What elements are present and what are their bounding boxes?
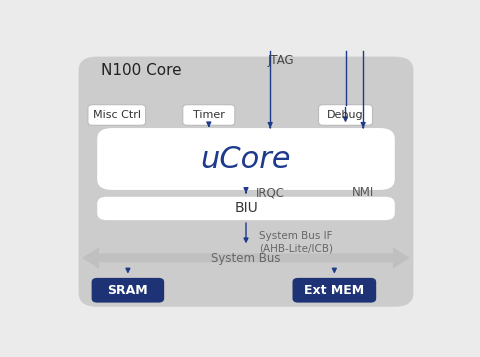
Text: JTAG: JTAG <box>268 54 295 67</box>
Text: IRQC: IRQC <box>256 186 285 199</box>
FancyBboxPatch shape <box>292 278 376 303</box>
FancyBboxPatch shape <box>92 278 164 303</box>
Text: Timer: Timer <box>193 110 225 120</box>
FancyBboxPatch shape <box>183 105 235 125</box>
Text: NMI: NMI <box>352 186 374 199</box>
FancyBboxPatch shape <box>319 105 372 125</box>
FancyBboxPatch shape <box>97 197 395 220</box>
Text: Misc Ctrl: Misc Ctrl <box>93 110 141 120</box>
Text: uCore: uCore <box>201 145 291 174</box>
FancyBboxPatch shape <box>88 105 145 125</box>
Text: System Bus IF
(AHB-Lite/ICB): System Bus IF (AHB-Lite/ICB) <box>259 231 333 254</box>
Text: Debug: Debug <box>327 110 364 120</box>
Polygon shape <box>83 247 410 269</box>
FancyBboxPatch shape <box>97 128 395 190</box>
Text: N100 Core: N100 Core <box>101 63 181 78</box>
Text: SRAM: SRAM <box>108 284 148 297</box>
FancyBboxPatch shape <box>79 56 413 307</box>
Text: BIU: BIU <box>234 201 258 215</box>
Text: Ext MEM: Ext MEM <box>304 284 364 297</box>
Text: System Bus: System Bus <box>211 252 281 265</box>
